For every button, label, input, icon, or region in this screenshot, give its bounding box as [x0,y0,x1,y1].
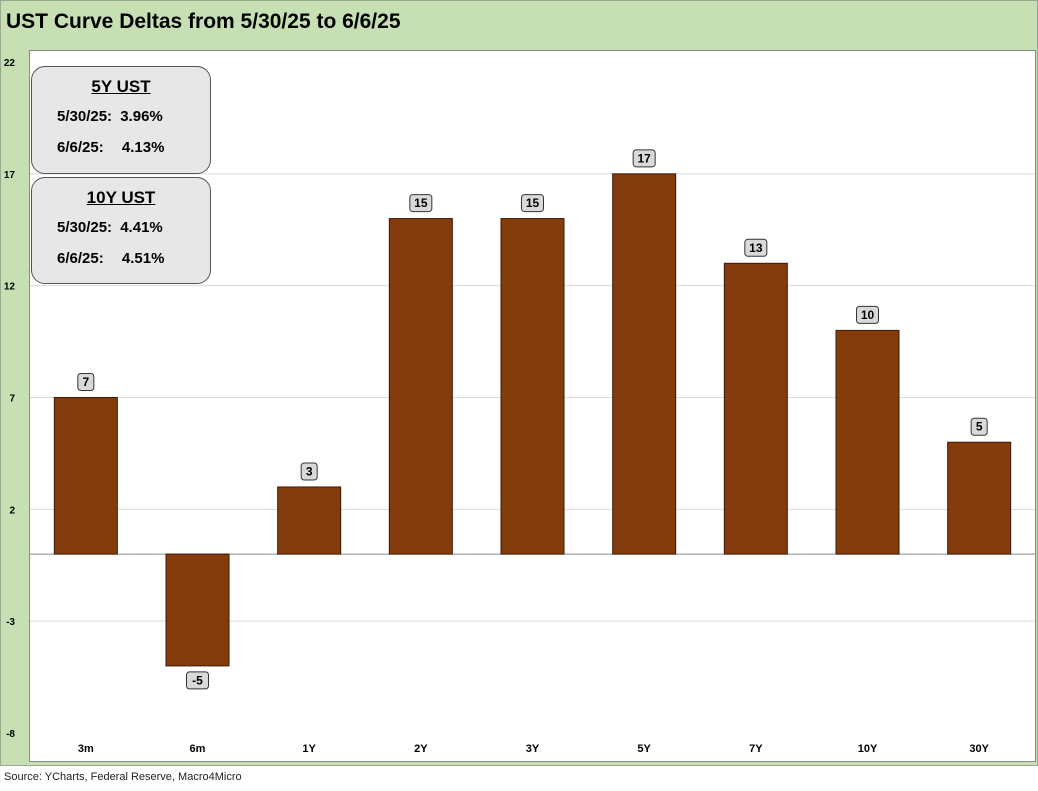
data-label-text: 5 [976,420,983,434]
x-axis-ticks: 3m 6m 1Y 2Y 3Y 5Y 7Y 10Y 30Y [78,743,990,755]
x-tick-label: 2Y [414,743,428,755]
data-label: -5 [186,671,209,690]
data-label: 15 [521,194,544,213]
info-box-10y-title: 10Y UST [86,188,156,207]
x-tick-label: 7Y [749,743,763,755]
bar-30Y [947,441,1012,555]
x-tick-label: 10Y [858,743,878,755]
info-box-10y-row: 5/30/25: 4.41% [32,219,210,236]
y-tick-label: 2 [9,505,15,516]
info-box-10y: 10Y UST 5/30/25: 4.41% 6/6/25: 4.51% [31,177,211,284]
info-box-10y-date: 5/30/25: [57,219,113,236]
data-labels: 7 -5 3 15 15 17 13 10 5 [77,149,988,690]
info-box-5y-title: 5Y UST [91,77,151,96]
bar-5Y [612,173,677,555]
info-box-10y-row: 6/6/25: 4.51% [32,250,210,267]
info-box-5y-date: 6/6/25: [57,139,104,156]
x-tick-label: 3m [78,743,94,755]
data-label: 10 [856,305,879,324]
x-tick-label: 1Y [302,743,316,755]
data-label-box [521,194,544,213]
data-label-text: 13 [749,241,763,255]
data-label-text: 3 [306,464,313,478]
data-label-box [744,238,768,257]
bar-2Y [388,218,453,555]
bar-1Y [277,486,342,555]
bar-6m [165,553,230,667]
bar-7Y [723,262,788,555]
data-label-text: 17 [637,151,651,165]
info-box-5y-row: 6/6/25: 4.13% [32,139,210,156]
x-tick-label: 5Y [637,743,651,755]
info-box-5y-value: 3.96% [120,108,163,125]
data-label-text: 15 [526,196,540,210]
info-box-10y-date: 6/6/25: [57,250,104,267]
info-box-5y-value: 4.13% [121,139,165,156]
info-box-10y-value: 4.51% [121,250,165,267]
bar-3Y [500,218,565,555]
chart-title: UST Curve Deltas from 5/30/25 to 6/6/25 [6,10,401,33]
x-tick-label: 6m [190,743,206,755]
bar-10Y [835,329,900,555]
data-label: 3 [300,462,318,481]
info-box-5y-date: 5/30/25: [57,108,113,125]
y-tick-label: 22 [4,58,16,69]
data-label-text: 15 [414,196,428,210]
data-label: 17 [632,149,656,168]
data-label-text: 10 [861,308,875,322]
info-box-10y-value: 4.41% [120,219,163,236]
data-label-box [77,373,95,391]
y-tick-label: -3 [6,617,15,628]
bars [53,173,1012,667]
y-axis-ticks: 22 17 12 7 2 -3 -8 [4,58,16,740]
data-label-text: -5 [192,673,203,687]
x-tick-label: 3Y [526,743,540,755]
data-label-box [856,305,879,324]
data-label-text: 7 [82,375,89,389]
data-label-box [970,417,988,436]
data-label-box [186,671,209,690]
data-label-box [409,194,433,213]
data-label-box [632,149,656,168]
y-tick-label: 17 [4,170,16,181]
data-label: 7 [77,373,95,391]
data-label: 5 [970,417,988,436]
x-tick-label: 30Y [969,743,989,755]
data-label-box [300,462,318,481]
data-label: 15 [409,194,433,213]
bar-3m [53,397,118,555]
info-box-5y-row: 5/30/25: 3.96% [32,108,210,125]
data-label: 13 [744,238,768,257]
y-tick-label: 7 [9,394,15,405]
y-tick-label: 12 [4,282,16,293]
y-tick-label: -8 [6,729,15,740]
source-note: Source: YCharts, Federal Reserve, Macro4… [4,771,242,783]
info-box-5y: 5Y UST 5/30/25: 3.96% 6/6/25: 4.13% [31,66,211,174]
